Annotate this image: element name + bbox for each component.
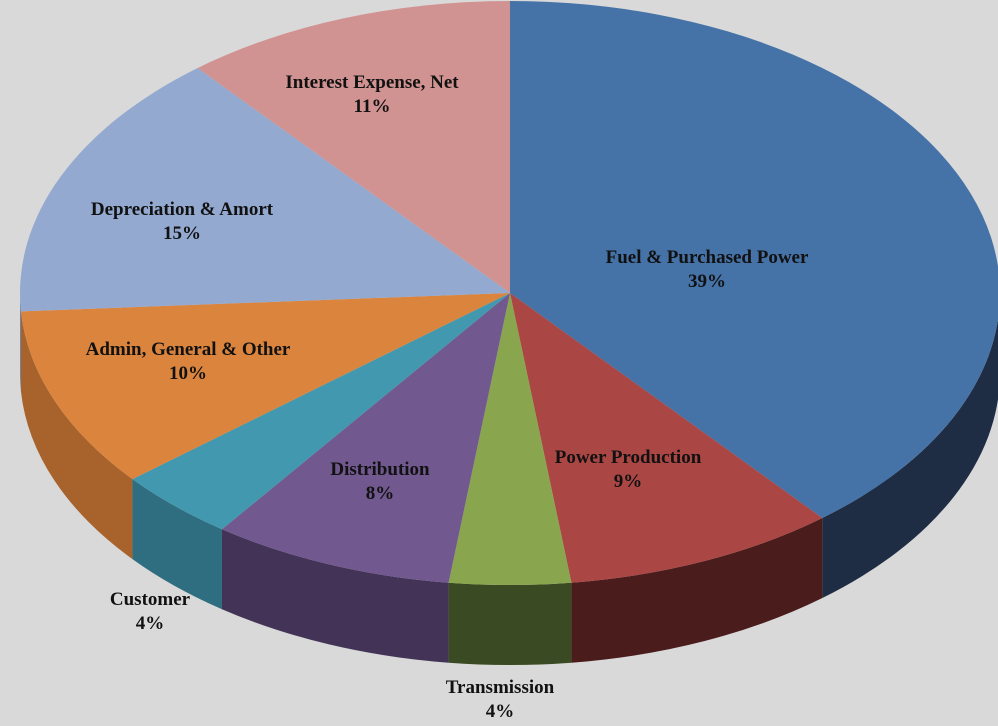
- slice: [448, 293, 572, 586]
- value-label: 4%: [485, 701, 515, 722]
- slice-label: Customer 4%: [70, 588, 230, 636]
- slice-label: Fuel & Purchased Power 39%: [592, 246, 822, 294]
- category-name: Interest Expense, Net: [285, 72, 459, 93]
- slice-side: [132, 479, 222, 610]
- category-name: Customer: [109, 589, 191, 610]
- slice-side: [571, 517, 823, 663]
- value-label: 11%: [353, 96, 391, 117]
- slice: [197, 1, 511, 293]
- slice: [19, 68, 510, 312]
- slice-label: Power Production 9%: [548, 446, 708, 494]
- value-label: 10%: [169, 363, 207, 384]
- slice-label: Transmission 4%: [400, 676, 600, 724]
- category-name: Fuel & Purchased Power: [605, 247, 809, 268]
- value-label: 8%: [365, 483, 395, 504]
- slice: [20, 293, 510, 480]
- category-name: Distribution: [330, 459, 430, 480]
- slice-label: Distribution 8%: [295, 458, 465, 506]
- value-label: 15%: [163, 223, 201, 244]
- value-label: 4%: [135, 613, 165, 634]
- slice-label: Interest Expense, Net 11%: [212, 71, 532, 119]
- slice: [221, 293, 510, 583]
- value-label: 9%: [613, 471, 643, 492]
- slice-side: [822, 318, 998, 598]
- value-label: 39%: [688, 271, 726, 292]
- category-name: Transmission: [445, 677, 555, 698]
- slice-side: [221, 529, 449, 663]
- slice-side: [20, 311, 133, 560]
- slice: [510, 293, 823, 583]
- slice: [510, 1, 998, 518]
- slice-label: Depreciation & Amort 15%: [77, 198, 287, 246]
- slice: [132, 293, 510, 530]
- category-name: Depreciation & Amort: [90, 199, 274, 220]
- slice-side: [20, 293, 21, 392]
- slice-label: Admin, General & Other 10%: [63, 338, 313, 386]
- category-name: Power Production: [554, 447, 702, 468]
- slice-side: [448, 582, 572, 665]
- category-name: Admin, General & Other: [85, 339, 291, 360]
